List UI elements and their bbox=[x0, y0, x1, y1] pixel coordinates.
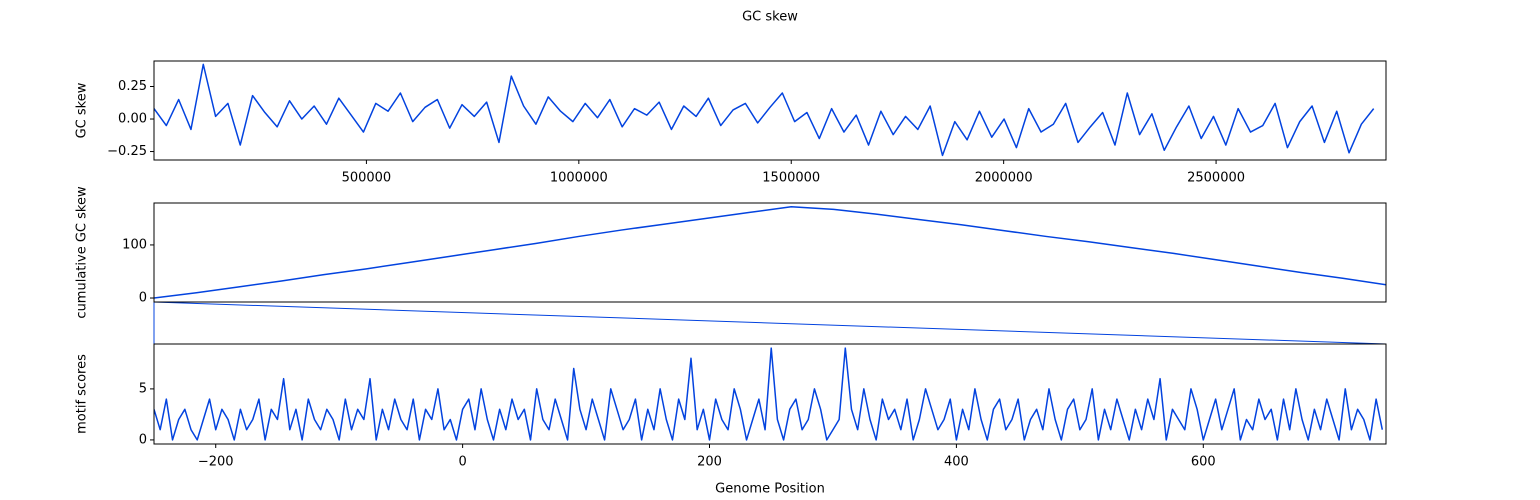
y-axis-label: cumulative GC skew bbox=[75, 186, 90, 319]
x-tick-label: 200 bbox=[697, 455, 722, 470]
y-tick-label: 5 bbox=[139, 381, 147, 396]
y-tick-label: 0.25 bbox=[118, 79, 147, 94]
x-tick-label: 2000000 bbox=[975, 171, 1033, 186]
figure-title: GC skew bbox=[742, 10, 798, 25]
axes-frame bbox=[153, 202, 1387, 303]
x-tick-label: 2500000 bbox=[1187, 171, 1245, 186]
y-tick-label: 0 bbox=[139, 432, 147, 447]
y-tick-label: 100 bbox=[122, 237, 147, 252]
y-tick-label: −0.25 bbox=[107, 144, 147, 159]
axes-frame bbox=[153, 343, 1387, 445]
y-tick-label: 0 bbox=[139, 291, 147, 306]
y-tick-label: 0.00 bbox=[118, 112, 147, 127]
axes-frame bbox=[153, 60, 1387, 161]
x-tick-label: 500000 bbox=[342, 171, 392, 186]
x-tick-label: −200 bbox=[198, 455, 234, 470]
x-tick-label: 1000000 bbox=[550, 171, 608, 186]
data-line bbox=[154, 205, 1386, 299]
x-tick-label: 400 bbox=[944, 455, 969, 470]
zoom-connector bbox=[153, 301, 1387, 345]
x-axis-label: Genome Position bbox=[715, 482, 825, 497]
data-line bbox=[154, 347, 1384, 441]
x-tick-label: 1500000 bbox=[762, 171, 820, 186]
data-line bbox=[154, 63, 1375, 157]
x-tick-label: 600 bbox=[1191, 455, 1216, 470]
y-axis-label: GC skew bbox=[75, 82, 90, 138]
x-tick-label: 0 bbox=[458, 455, 466, 470]
y-axis-label: motif scores bbox=[75, 354, 90, 434]
